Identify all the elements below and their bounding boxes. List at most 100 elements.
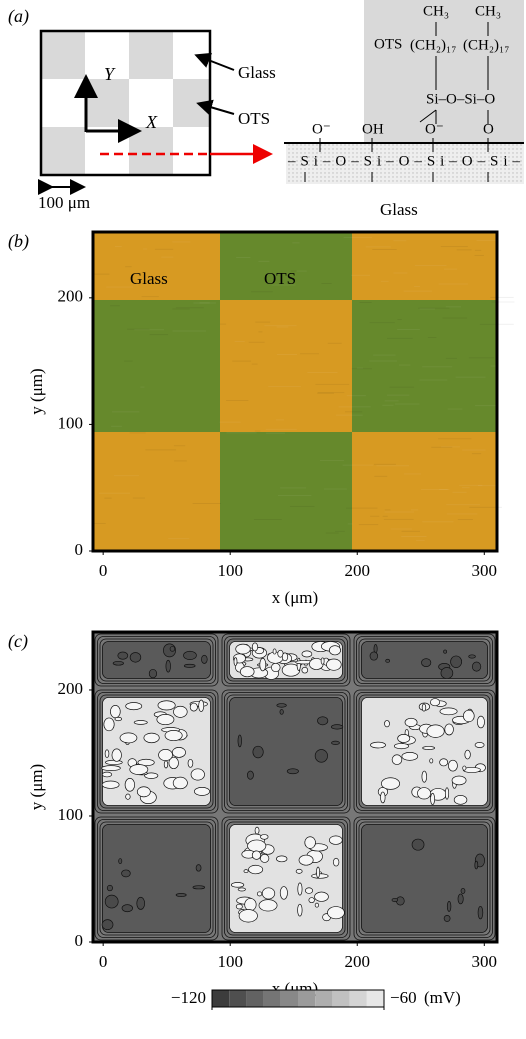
- contour-blob: [477, 716, 484, 728]
- contour-blob: [126, 794, 131, 799]
- chem-text: Si–O–Si–O: [426, 91, 495, 107]
- contour-blob: [238, 735, 242, 747]
- texture: [491, 302, 514, 303]
- texture: [252, 364, 258, 365]
- contour-blob: [191, 769, 205, 780]
- contour-blob: [193, 886, 205, 889]
- texture: [320, 460, 344, 461]
- contour-blob: [134, 720, 147, 724]
- texture: [458, 519, 473, 520]
- texture: [226, 400, 248, 401]
- contour-blob: [422, 771, 427, 782]
- texture: [125, 266, 132, 267]
- texture: [370, 516, 379, 517]
- contour-blob: [329, 646, 340, 655]
- contour-blob: [196, 865, 201, 872]
- texture: [142, 296, 159, 297]
- texture: [385, 400, 399, 401]
- contour-blob: [423, 746, 435, 749]
- contour-blob: [447, 901, 451, 911]
- contour-blob: [102, 766, 121, 771]
- texture: [127, 329, 149, 330]
- texture: [415, 265, 447, 266]
- texture: [93, 523, 106, 524]
- colorbar-swatch: [281, 990, 298, 1007]
- texture: [172, 331, 206, 332]
- contour-blob: [463, 710, 474, 722]
- texture: [397, 319, 401, 320]
- image-cell: [220, 300, 352, 432]
- y-axis-label: y (μm): [27, 368, 46, 414]
- pointer: [198, 56, 234, 70]
- texture: [373, 355, 395, 356]
- contour-blob: [326, 659, 341, 670]
- panel-label: (c): [8, 631, 28, 652]
- contour-blob: [298, 883, 302, 895]
- contour-blob: [149, 669, 156, 678]
- contour-blob: [183, 651, 196, 659]
- contour-blob: [130, 765, 148, 775]
- texture: [111, 426, 122, 427]
- texture: [276, 419, 284, 420]
- texture: [477, 240, 504, 241]
- contour-blob: [381, 778, 399, 790]
- texture: [232, 361, 251, 362]
- scale-label: 100 μm: [38, 193, 90, 212]
- contour-blob: [392, 898, 398, 901]
- panel-label: (b): [8, 231, 29, 252]
- texture: [438, 438, 471, 439]
- contour-blob: [441, 668, 453, 679]
- contour-blob: [405, 718, 417, 726]
- panel-label: (a): [8, 6, 29, 27]
- y-tick-label: 100: [58, 805, 84, 824]
- texture: [258, 331, 262, 332]
- x-tick-label: 300: [472, 952, 498, 971]
- contour-blob: [260, 834, 268, 839]
- chem-text: OH: [362, 121, 384, 137]
- texture: [268, 386, 301, 387]
- texture: [399, 365, 410, 366]
- contour-blob: [318, 717, 328, 725]
- texture: [150, 334, 168, 335]
- texture: [431, 447, 452, 448]
- texture: [176, 307, 204, 308]
- texture: [446, 358, 457, 359]
- texture: [172, 308, 189, 309]
- contour-blob: [458, 894, 463, 904]
- ots-label: OTS: [238, 109, 270, 128]
- contour-blob: [165, 730, 182, 740]
- y-tick-label: 200: [58, 679, 84, 698]
- contour-blob: [445, 724, 454, 735]
- contour-blob: [421, 659, 430, 667]
- texture: [236, 257, 250, 258]
- texture: [264, 325, 296, 326]
- texture: [193, 503, 221, 504]
- texture: [447, 513, 478, 514]
- contour-blob: [118, 652, 128, 659]
- texture: [266, 433, 285, 434]
- texture: [384, 519, 414, 520]
- contour-blob: [172, 747, 185, 757]
- texture: [321, 283, 331, 284]
- contour-blob: [384, 720, 389, 726]
- contour-blob: [475, 861, 478, 869]
- contour-blob: [333, 858, 339, 866]
- texture: [114, 475, 139, 476]
- texture: [255, 322, 270, 323]
- contour-blob: [402, 752, 418, 760]
- image-cell: [220, 232, 352, 300]
- texture: [374, 464, 396, 465]
- texture: [348, 523, 353, 524]
- glass-label: Glass: [238, 63, 276, 82]
- texture: [444, 269, 457, 270]
- contour-blob: [110, 705, 120, 717]
- texture: [94, 274, 110, 275]
- texture: [307, 372, 337, 373]
- texture: [124, 361, 133, 362]
- texture: [296, 271, 306, 272]
- contour-blob: [478, 906, 483, 919]
- contour-blob: [244, 870, 248, 873]
- contour-blob: [239, 910, 257, 923]
- colorbar-swatch: [332, 990, 349, 1007]
- texture: [414, 286, 420, 287]
